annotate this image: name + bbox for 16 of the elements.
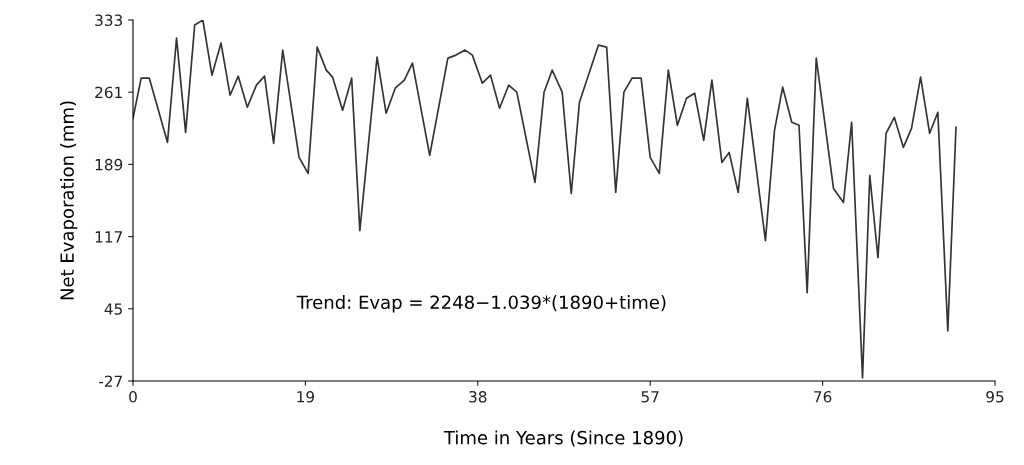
- x-axis-title: Time in Years (Since 1890): [443, 430, 683, 447]
- y-tick-label: 333: [95, 14, 123, 27]
- x-tick-label: 57: [641, 391, 659, 403]
- x-tick-label: 19: [297, 390, 315, 403]
- x-tick-label: 38: [469, 390, 487, 403]
- line-series: [133, 20, 957, 379]
- annotation: Trend: Evap = 2248−1.039*(1890+time): [296, 295, 666, 313]
- y-tick-label: 117: [95, 231, 122, 243]
- x-tick-label: 0: [129, 390, 137, 403]
- x-tick-label: 95: [986, 390, 1004, 403]
- y-tick-label: 189: [95, 158, 123, 171]
- y-tick-label: 45: [104, 303, 122, 315]
- x-tick-label: 76: [814, 390, 832, 403]
- y-tick-label: -27: [99, 375, 122, 387]
- y-axis-title: Net Evaporation (mm): [59, 101, 78, 300]
- y-tick-label: 261: [95, 86, 122, 99]
